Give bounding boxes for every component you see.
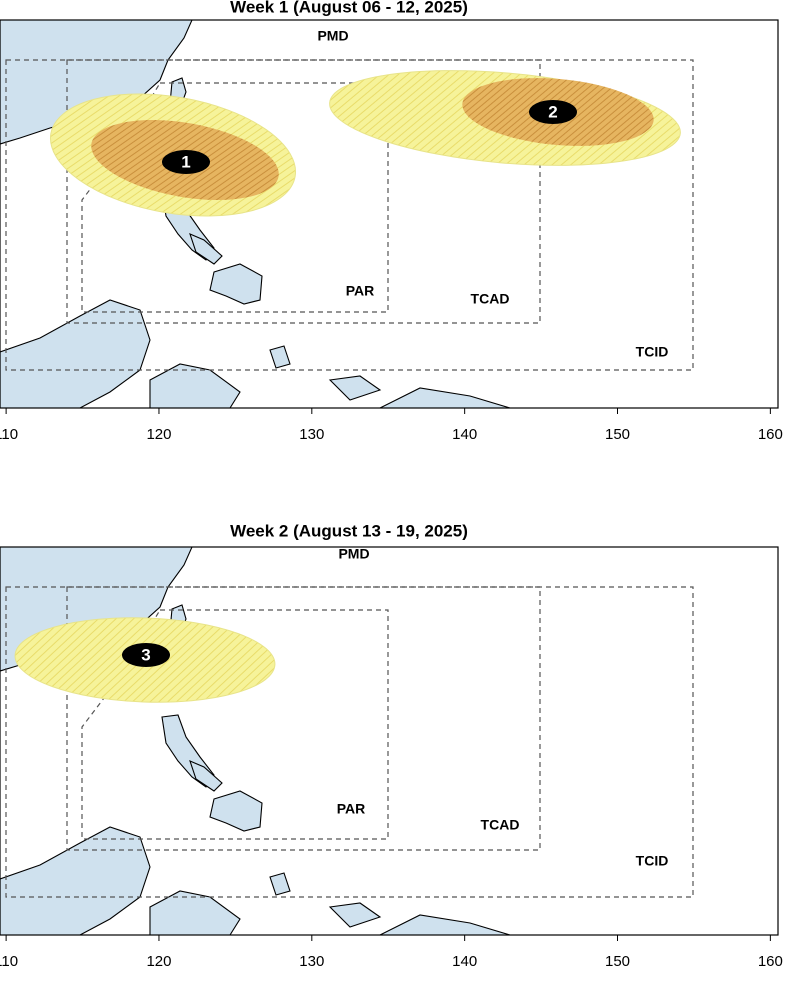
x-tick-label: 120 — [146, 426, 171, 443]
region-label: PAR — [337, 801, 366, 817]
panel-title: Week 2 (August 13 - 19, 2025) — [230, 521, 468, 540]
marker-number: 3 — [141, 645, 150, 664]
x-tick-label: 130 — [299, 953, 324, 970]
region-label: TCAD — [481, 817, 520, 833]
marker-number: 1 — [181, 152, 190, 171]
region-label: TCID — [636, 853, 669, 869]
x-tick-label: 160 — [758, 426, 783, 443]
marker-number: 2 — [548, 102, 557, 121]
panel: PMD PAR TCAD TCID 3 110 120 130 140 150 160 — [0, 546, 783, 970]
marker-badge — [122, 643, 170, 667]
marker-badge — [529, 100, 577, 124]
region-label: PMD — [338, 546, 369, 562]
region-label: PAR — [346, 283, 375, 299]
x-tick-label: 140 — [452, 953, 477, 970]
x-tick-label: 150 — [605, 953, 630, 970]
region-label: PMD — [317, 28, 348, 44]
x-tick-label: 160 — [758, 953, 783, 970]
x-tick-label: 120 — [146, 953, 171, 970]
panel: PMD PAR TCAD TCID 1 2 110 120 130 140 150 160 — [0, 28, 783, 443]
x-tick-label: 110 — [0, 953, 18, 970]
x-tick-label: 150 — [605, 426, 630, 443]
marker-badge — [162, 150, 210, 174]
region-label: TCAD — [471, 291, 510, 307]
region-label: TCID — [636, 344, 669, 360]
x-tick-label: 110 — [0, 426, 18, 443]
map-frame — [0, 547, 778, 935]
x-tick-label: 140 — [452, 426, 477, 443]
x-tick-label: 130 — [299, 426, 324, 443]
panel-title: Week 1 (August 06 - 12, 2025) — [230, 0, 468, 16]
